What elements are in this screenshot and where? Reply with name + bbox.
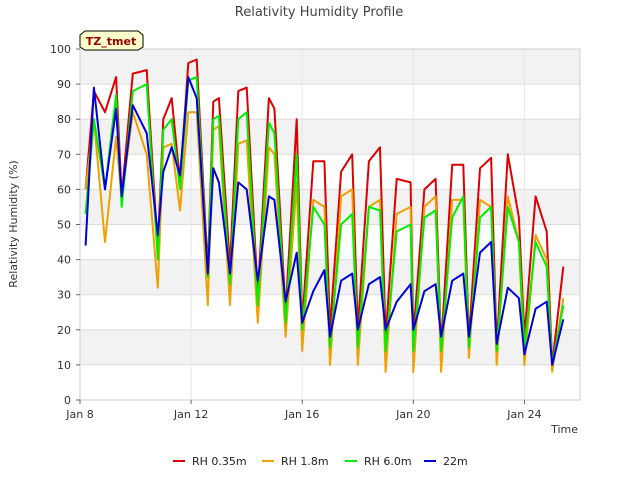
legend-label: RH 6.0m [364, 455, 412, 468]
legend-label: RH 1.8m [281, 455, 329, 468]
series-line-1 [84, 111, 565, 373]
grid-band [80, 259, 580, 295]
x-tick-label: Jan 20 [395, 408, 430, 421]
x-tick-label: Jan 12 [173, 408, 208, 421]
badge-box [79, 30, 144, 51]
legend-label: RH 0.35m [192, 455, 247, 468]
y-tick-label: 70 [57, 148, 71, 161]
y-tick-label: 90 [57, 78, 71, 91]
grid-band [80, 119, 580, 155]
series-group [84, 58, 565, 373]
y-tick-label: 60 [57, 183, 71, 196]
y-tick-labels: 0 10 20 30 40 50 60 70 80 90 100 [50, 43, 80, 407]
station-badge: TZ_tmet [79, 30, 144, 51]
y-tick-label: 80 [57, 113, 71, 126]
x-tick-label: Jan 8 [65, 408, 93, 421]
x-tick-label: Jan 24 [506, 408, 541, 421]
chart-title: Relativity Humidity Profile [235, 5, 403, 20]
series-line-0 [84, 58, 565, 366]
grid-band [80, 189, 580, 225]
x-axis-label: Time [550, 423, 578, 436]
series-line-2 [84, 76, 565, 366]
y-tick-label: 10 [57, 359, 71, 372]
series-line-3 [84, 76, 565, 366]
y-tick-label: 100 [50, 43, 71, 56]
badge-text: TZ_tmet [86, 35, 136, 48]
y-tick-label: 40 [57, 254, 71, 267]
y-tick-label: 0 [64, 394, 71, 407]
legend: RH 0.35m RH 1.8m RH 6.0m 22m [173, 455, 468, 468]
x-tick-labels: Jan 8 Jan 12 Jan 16 Jan 20 Jan 24 [65, 400, 542, 421]
y-tick-label: 50 [57, 219, 71, 232]
x-tick-label: Jan 16 [284, 408, 319, 421]
legend-label: 22m [443, 455, 468, 468]
grid-band [80, 49, 580, 85]
y-tick-label: 30 [57, 289, 71, 302]
y-tick-label: 20 [57, 324, 71, 337]
y-axis-label: Relativity Humidity (%) [7, 160, 20, 287]
